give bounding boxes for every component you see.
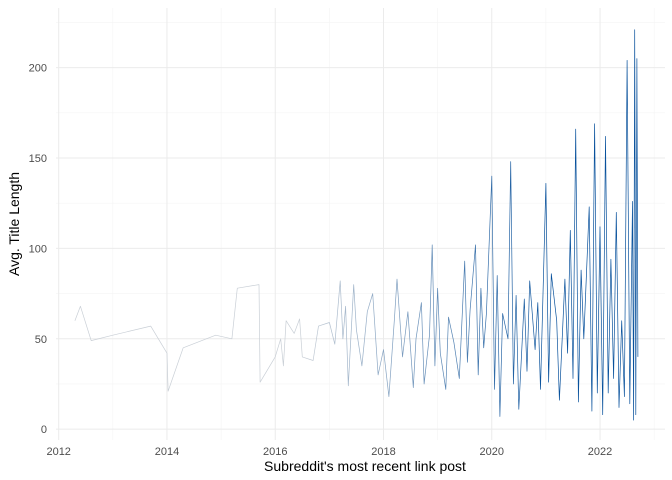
x-tick-label: 2018: [371, 446, 395, 458]
x-axis-title: Subreddit's most recent link post: [264, 458, 466, 474]
grid: [56, 8, 665, 440]
x-tick-label: 2014: [155, 446, 179, 458]
x-tick-label: 2020: [480, 446, 504, 458]
x-tick-label: 2012: [46, 446, 70, 458]
x-tick-label: 2016: [263, 446, 287, 458]
y-axis-title: Avg. Title Length: [6, 172, 22, 276]
y-tick-label: 150: [29, 153, 47, 165]
x-tick-label: 2022: [588, 446, 612, 458]
tick-labels: 2012 2014 2016 2018 2020 2022 0 50 100 150 200: [29, 63, 613, 458]
y-tick-label: 100: [29, 243, 47, 255]
series-line-0: [74, 29, 639, 421]
y-tick-label: 50: [35, 334, 47, 346]
series-lines: [74, 29, 639, 421]
y-tick-label: 200: [29, 63, 47, 75]
y-tick-label: 0: [41, 424, 47, 436]
